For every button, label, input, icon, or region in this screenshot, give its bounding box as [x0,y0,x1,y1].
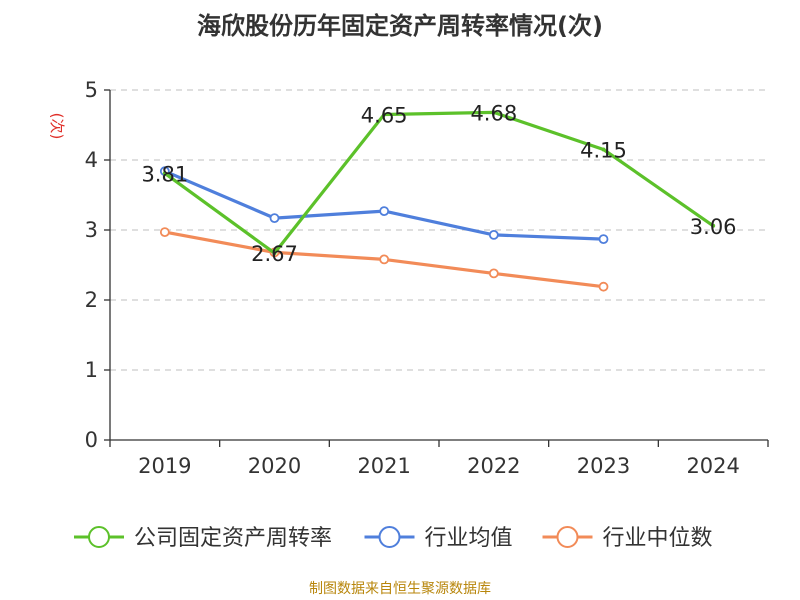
legend-marker [556,526,579,548]
data-point [711,223,716,228]
series-line [163,110,715,255]
legend-label: 公司固定资产周转率 [134,526,332,551]
data-label: 2.67 [251,242,298,266]
data-point [598,281,609,292]
data-point [269,213,280,224]
legend-label: 行业均值 [425,526,513,551]
data-label: 3.81 [141,162,188,186]
legend-label: 行业中位数 [603,526,713,551]
data-point [379,206,390,217]
data-label: 4.15 [580,139,627,163]
y-tick-label: 2 [85,288,98,312]
data-point [382,112,387,117]
data-label: 4.68 [470,101,517,125]
x-tick-label: 2020 [248,454,301,478]
data-point [488,229,499,240]
data-point [162,171,167,176]
y-tick-label: 4 [85,148,98,172]
x-tick-label: 2021 [357,454,410,478]
y-tick-label: 5 [85,78,98,102]
source-note: 制图数据来自恒生聚源数据库 [309,581,491,597]
x-tick-label: 2024 [686,454,739,478]
data-point [598,234,609,245]
data-point [272,251,277,256]
data-point [601,147,606,152]
data-point [488,268,499,279]
data-point [491,110,496,115]
data-label: 3.06 [690,215,737,239]
y-tick-label: 0 [85,428,98,452]
chart-title: 海欣股份历年固定资产周转率情况(次) [197,12,603,40]
data-point [159,227,170,238]
legend-marker [88,526,110,548]
y-axis-label: (次) [48,113,66,140]
x-tick-label: 2023 [577,454,630,478]
x-tick-label: 2019 [138,454,191,478]
x-tick-label: 2022 [467,454,520,478]
series-line [163,169,606,241]
data-label: 4.65 [361,104,408,128]
data-point [379,254,390,265]
legend-marker [378,526,401,548]
y-tick-label: 3 [85,218,98,242]
y-tick-label: 1 [85,358,98,382]
